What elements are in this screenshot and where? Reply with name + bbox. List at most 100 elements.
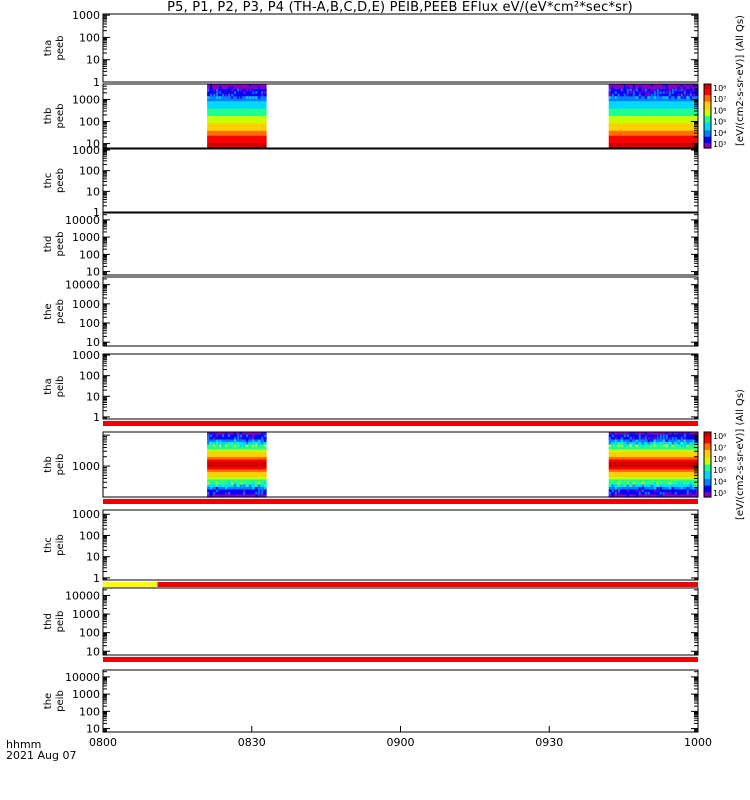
- spectrogram-speckle: [668, 88, 671, 92]
- spectrogram-row: [608, 432, 698, 436]
- spectrogram-speckle: [656, 487, 659, 491]
- spectrogram-speckle: [647, 84, 650, 88]
- spectrogram-speckle: [638, 489, 641, 493]
- spectrogram-block: [608, 84, 698, 149]
- spectrogram-speckle: [644, 88, 647, 92]
- spectrogram-speckle: [216, 86, 219, 90]
- colorbar-tick-label: 10⁶: [713, 106, 726, 115]
- colorbar-swatch: [704, 451, 711, 454]
- colorbar-swatch: [704, 108, 711, 111]
- spectrogram-row: [608, 118, 698, 122]
- spectrogram-speckle: [617, 484, 620, 488]
- spectrogram-speckle: [608, 88, 611, 92]
- spectrogram-speckle: [608, 492, 611, 496]
- spectrogram-speckle: [222, 444, 225, 448]
- panel-instrument-label: peeb: [55, 299, 66, 324]
- spectrogram-speckle: [255, 494, 258, 498]
- spectrogram-speckle: [689, 482, 692, 486]
- colorbar-swatch: [704, 488, 711, 492]
- colorbar-swatch: [704, 125, 711, 128]
- spectrogram-speckle: [620, 88, 623, 92]
- spectrogram-speckle: [243, 484, 246, 488]
- spectrogram-speckle: [692, 93, 695, 97]
- colorbar: 10³ 10⁴ 10⁵ 10⁶ 10⁷ 10⁸: [703, 83, 726, 149]
- spectrogram-speckle: [216, 489, 219, 493]
- spectrogram-speckle: [695, 482, 698, 486]
- spectrogram-speckle: [665, 494, 668, 498]
- spectrogram-speckle: [665, 437, 668, 441]
- spectrogram-speckle: [617, 489, 620, 493]
- panel-frame: [102, 431, 699, 498]
- colorbar-swatch: [704, 492, 711, 495]
- spectrogram-row: [207, 494, 267, 498]
- spectrogram-speckle: [219, 444, 222, 448]
- y-tick-label: 100: [79, 317, 100, 330]
- spectrogram-speckle: [668, 96, 671, 100]
- colorbar-swatch: [704, 117, 711, 120]
- spectrogram-row: [207, 464, 267, 468]
- spectrogram-speckle: [656, 484, 659, 488]
- spectrogram-speckle: [665, 86, 668, 90]
- spectrogram-speckle: [632, 91, 635, 95]
- y-tick-label: 1: [93, 411, 100, 424]
- spectrogram-speckle: [243, 492, 246, 496]
- colorbar-swatch: [704, 95, 711, 98]
- spectrogram-speckle: [656, 489, 659, 493]
- panel-tha-peib: 1000 100 10 1 thapeib: [43, 349, 699, 426]
- spectrogram-speckle: [659, 487, 662, 491]
- colorbar-tick-label: 10⁴: [713, 129, 726, 138]
- colorbar-swatch: [704, 441, 711, 444]
- spectrogram-speckle: [216, 434, 219, 438]
- spectrogram-speckle: [258, 484, 261, 488]
- spectrogram-speckle: [629, 444, 632, 448]
- colorbar-tick-label: 10⁸: [713, 432, 726, 441]
- spectrogram-row: [207, 86, 267, 90]
- spectrogram-speckle: [689, 84, 692, 88]
- spectrogram-speckle: [662, 437, 665, 441]
- spectrogram-speckle: [665, 84, 668, 88]
- spectrogram-row: [207, 442, 267, 446]
- panel-probe-label: thc: [43, 537, 54, 553]
- spectrogram-speckle: [608, 91, 611, 95]
- spectrogram-speckle: [264, 487, 267, 491]
- spectrogram-speckle: [240, 432, 243, 436]
- spectrogram-speckle: [683, 84, 686, 88]
- y-tick-label: 10: [86, 390, 100, 403]
- spectrogram-speckle: [653, 93, 656, 97]
- spectrogram-speckle: [264, 484, 267, 488]
- spectrogram-speckle: [240, 88, 243, 92]
- spectrogram-speckle: [665, 444, 668, 448]
- panels-layer: 1000100101thapeeb100010010thbpeeb10³10⁴1…: [43, 9, 726, 735]
- spectrogram-speckle: [680, 487, 683, 491]
- spectrogram-speckle: [608, 93, 611, 97]
- spectrogram-row: [608, 479, 698, 483]
- spectrogram-speckle: [626, 88, 629, 92]
- y-tick-label: 10000: [65, 214, 100, 227]
- spectrogram-speckle: [668, 93, 671, 97]
- colorbar-swatch: [704, 116, 711, 119]
- spectrogram-speckle: [650, 88, 653, 92]
- colorbar-frame: [703, 431, 712, 498]
- spectrogram-speckle: [222, 434, 225, 438]
- y-tick-label: 100: [79, 370, 100, 383]
- spectrogram-speckle: [234, 444, 237, 448]
- spectrogram-speckle: [641, 88, 644, 92]
- y-tick-label: 1000: [72, 608, 100, 621]
- spectrogram-speckle: [213, 88, 216, 92]
- y-tick-label: 10000: [65, 279, 100, 292]
- spectrogram-speckle: [261, 93, 264, 97]
- date-label: 2021 Aug 07: [6, 749, 77, 762]
- spectrogram-speckle: [680, 444, 683, 448]
- spectrogram-speckle: [252, 444, 255, 448]
- spectrogram-speckle: [219, 439, 222, 443]
- spectrogram-speckle: [650, 439, 653, 443]
- spectrogram-speckle: [638, 91, 641, 95]
- spectrogram-row: [608, 459, 698, 463]
- spectrogram-speckle: [671, 487, 674, 491]
- spectrogram-speckle: [641, 442, 644, 446]
- spectrogram-speckle: [674, 96, 677, 100]
- colorbar-2-label: [eV/(cm2-s-sr-eV)] (All Qs): [735, 389, 746, 520]
- spectrogram-speckle: [680, 482, 683, 486]
- spectrogram-speckle: [680, 88, 683, 92]
- spectrogram-speckle: [216, 439, 219, 443]
